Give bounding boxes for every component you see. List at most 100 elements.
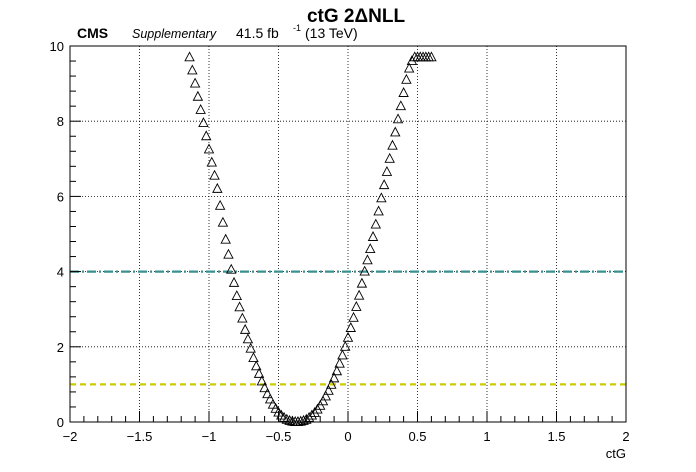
data-point: [367, 231, 379, 241]
threshold-lines: [70, 270, 626, 386]
y-tick-label: 8: [57, 114, 64, 129]
data-point: [309, 407, 320, 417]
data-point: [223, 248, 234, 259]
data-point: [328, 372, 340, 383]
data-point: [248, 352, 259, 363]
data-point: [376, 192, 387, 203]
data-point: [356, 277, 368, 288]
data-point: [395, 100, 407, 111]
data-point: [348, 311, 359, 322]
x-tick-label: 0: [344, 429, 351, 444]
data-point: [362, 254, 373, 265]
data-point: [217, 216, 229, 227]
data-point: [401, 73, 412, 84]
data-point: [317, 395, 329, 406]
x-tick-label: −1: [202, 429, 217, 444]
data-point: [378, 179, 390, 190]
data-point: [390, 126, 401, 137]
data-point: [298, 414, 309, 425]
data-point: [212, 182, 223, 193]
luminosity-unit-superscript: -1: [293, 23, 301, 33]
data-point: [345, 322, 357, 332]
plot-frame: [69, 45, 627, 423]
data-point: [281, 413, 293, 424]
x-tick-label: 1: [483, 429, 490, 444]
data-point: [256, 375, 268, 386]
data-point: [187, 64, 198, 75]
data-point: [259, 382, 270, 393]
data-point: [237, 312, 248, 323]
y-tick-label: 4: [57, 265, 64, 280]
data-markers: [184, 51, 437, 426]
x-tick-label: −0.5: [266, 429, 292, 444]
tick-labels: −2 −1.5 −1 −0.5 0 0.5 1 1.5 2 0 2 4 6 8 10: [50, 39, 630, 444]
data-point: [326, 378, 337, 389]
y-tick-label: 0: [57, 415, 64, 430]
data-point: [214, 199, 226, 210]
data-point: [392, 113, 404, 124]
chart-title: ctG 2ΔNLL: [307, 6, 406, 27]
luminosity-label: 41.5 fb: [236, 25, 279, 41]
data-point: [339, 340, 351, 351]
data-point: [278, 411, 290, 422]
data-point: [206, 156, 218, 167]
data-point: [303, 411, 315, 422]
data-point: [384, 152, 395, 163]
y-tick-label: 2: [57, 340, 64, 355]
data-point: [306, 409, 318, 420]
data-point: [234, 301, 245, 312]
data-point: [381, 165, 393, 176]
data-point: [195, 103, 206, 114]
data-point: [323, 384, 334, 395]
data-point: [228, 276, 240, 287]
data-point: [264, 393, 276, 404]
data-point: [220, 233, 231, 244]
axis-ticks: [69, 45, 627, 423]
x-tick-label: 1.5: [547, 429, 565, 444]
grid-lines: [69, 45, 627, 423]
data-point: [251, 360, 262, 371]
supplementary-label: Supplementary: [132, 27, 217, 41]
data-point: [320, 390, 332, 401]
data-point: [337, 349, 348, 360]
cms-label: CMS: [77, 25, 108, 41]
data-point: [284, 414, 295, 425]
data-point: [331, 365, 343, 376]
data-point: [426, 51, 437, 62]
data-point: [198, 117, 209, 128]
x-axis-label: ctG: [606, 446, 626, 461]
data-point: [262, 388, 273, 399]
data-point: [398, 87, 409, 97]
data-point: [189, 77, 201, 88]
x-tick-label: 0.5: [408, 429, 426, 444]
data-point: [406, 55, 418, 65]
data-point: [403, 62, 415, 73]
data-point: [387, 139, 398, 150]
data-point: [203, 143, 215, 154]
data-point: [342, 331, 354, 342]
data-point: [353, 289, 365, 300]
data-point: [359, 265, 370, 276]
energy-label: (13 TeV): [305, 25, 358, 41]
data-point: [312, 403, 323, 414]
data-point: [239, 323, 251, 334]
data-point: [364, 243, 376, 253]
data-point: [370, 218, 382, 229]
x-tick-label: −2: [63, 429, 78, 444]
data-point: [242, 333, 254, 344]
data-point: [209, 169, 220, 180]
x-tick-label: 2: [622, 429, 629, 444]
y-tick-label: 10: [50, 39, 64, 54]
data-point: [200, 130, 212, 141]
data-point: [184, 51, 195, 62]
data-point: [192, 90, 204, 101]
x-tick-label: −1.5: [127, 429, 153, 444]
y-tick-label: 6: [57, 189, 64, 204]
data-point: [245, 342, 256, 353]
data-point: [351, 300, 362, 311]
data-point: [334, 357, 345, 368]
data-point: [253, 367, 265, 378]
data-point: [276, 409, 287, 420]
data-point: [225, 263, 237, 274]
